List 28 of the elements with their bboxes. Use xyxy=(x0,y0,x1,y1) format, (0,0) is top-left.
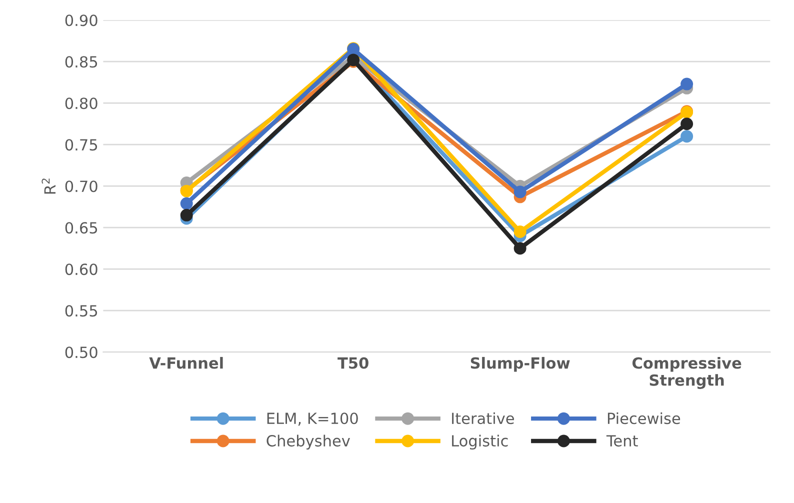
point xyxy=(514,186,526,198)
point xyxy=(180,208,193,222)
y-tick-label: 0.55 xyxy=(65,305,98,317)
x-tick-label: Compressive Strength xyxy=(632,356,742,389)
legend-label: ELM, K=100 xyxy=(267,412,358,426)
y-axis-title: R$^{2}$ xyxy=(42,178,56,194)
legend-label: Piecewise xyxy=(608,412,680,424)
y-tick-label: 0.70 xyxy=(65,180,98,192)
legend-label: Iterative xyxy=(452,412,514,424)
legend-label: Chebyshev xyxy=(266,434,350,450)
y-tick-label: 0.50 xyxy=(65,346,98,358)
point xyxy=(680,78,694,90)
y-tick-label: 0.90 xyxy=(65,14,98,26)
legend-label: Logistic xyxy=(452,434,508,450)
point xyxy=(680,118,694,130)
point xyxy=(180,197,193,210)
legend-label: Tent xyxy=(606,435,638,447)
y-tick-label: 0.65 xyxy=(65,222,98,234)
point xyxy=(680,130,694,143)
point xyxy=(514,226,526,238)
y-tick-label: 0.85 xyxy=(65,56,98,68)
x-tick-label: V-Funnel xyxy=(149,356,223,369)
x-tick-label: Slump-Flow xyxy=(470,356,570,372)
x-tick-label: T50 xyxy=(338,357,368,369)
point xyxy=(514,242,526,255)
y-tick-label: 0.80 xyxy=(65,98,98,110)
y-tick-label: 0.75 xyxy=(65,139,98,151)
y-tick-label: 0.60 xyxy=(65,264,98,276)
